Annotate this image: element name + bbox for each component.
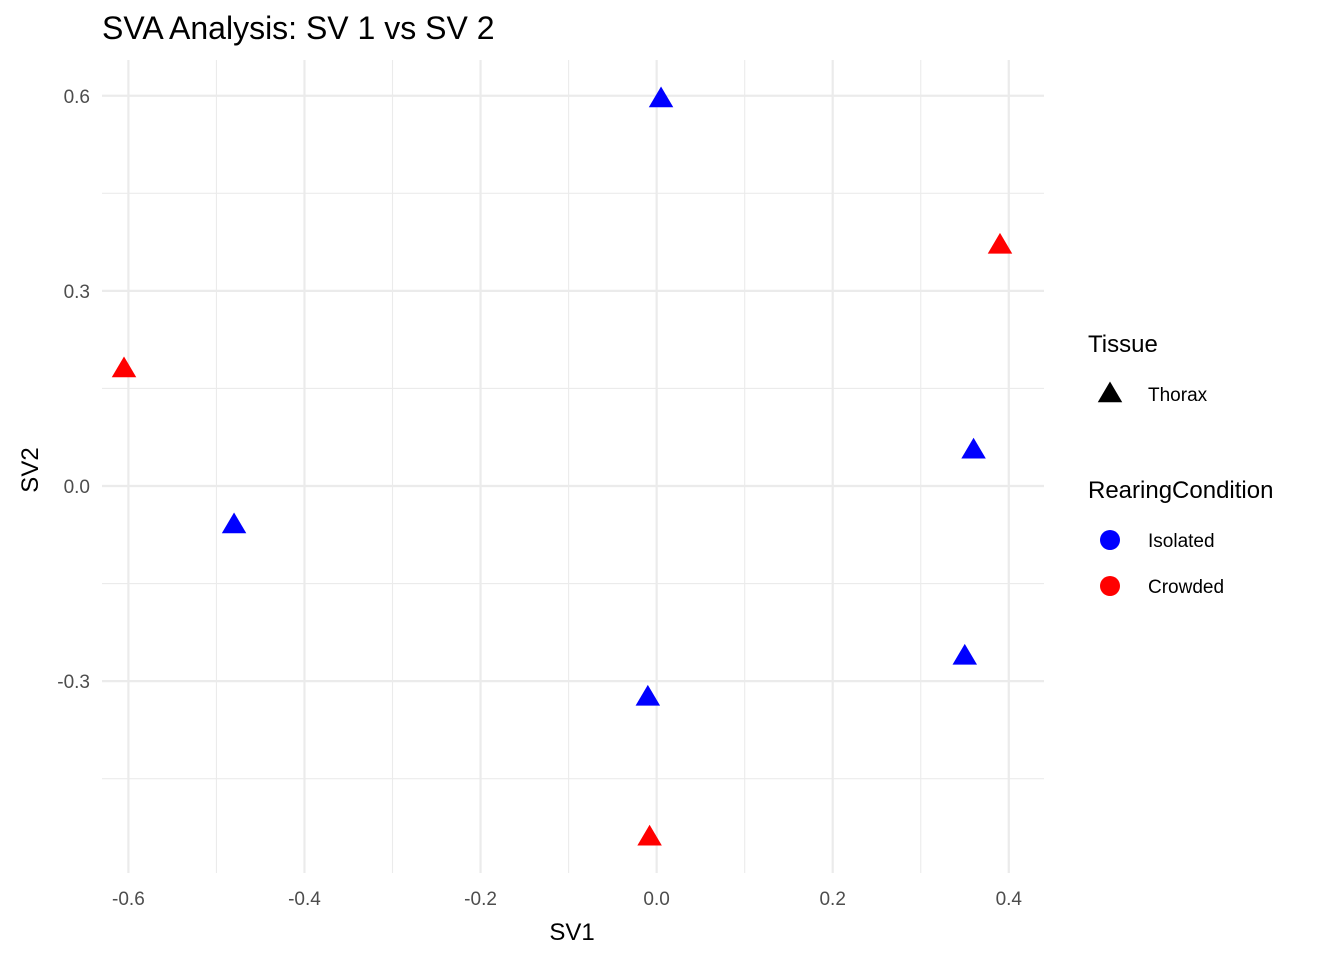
data-point-isolated [635, 684, 661, 706]
chart-title: SVA Analysis: SV 1 vs SV 2 [102, 10, 494, 46]
legend-label: Isolated [1148, 531, 1215, 552]
data-point-isolated [952, 643, 978, 665]
legend: Tissue Thorax RearingCondition Isolated Crow… [1088, 331, 1273, 598]
legend-label: Thorax [1148, 385, 1208, 406]
x-tick-label: -0.6 [112, 889, 145, 910]
legend-key-circle-icon [1100, 530, 1120, 550]
legend-label: Crowded [1148, 577, 1224, 598]
data-points [111, 86, 1013, 846]
x-tick-label: 0.4 [996, 889, 1023, 910]
y-tick-label: -0.3 [57, 672, 90, 693]
legend-key-circle-icon [1100, 576, 1120, 596]
data-point-crowded [637, 824, 662, 846]
x-axis-title: SV1 [549, 919, 594, 946]
legend-title: Tissue [1088, 331, 1158, 358]
x-tick-label: 0.2 [819, 889, 845, 910]
y-tick-label: 0.6 [64, 87, 90, 108]
axis-ticks: -0.6 -0.4 -0.2 0.0 0.2 0.4 -0.3 0.0 0.3 0.6 [57, 87, 1022, 910]
x-tick-label: 0.0 [643, 889, 669, 910]
legend-key-triangle-icon [1097, 381, 1123, 403]
data-point-crowded [987, 232, 1013, 254]
data-point-isolated [221, 512, 247, 534]
y-tick-label: 0.3 [64, 282, 90, 303]
y-axis-title: SV2 [17, 447, 44, 492]
data-point-isolated [648, 86, 674, 108]
data-point-crowded [111, 356, 137, 378]
data-point-isolated [961, 437, 986, 459]
x-tick-label: -0.2 [464, 889, 497, 910]
legend-title: RearingCondition [1088, 477, 1273, 504]
x-tick-label: -0.4 [288, 889, 321, 910]
grid [102, 60, 1044, 873]
y-tick-label: 0.0 [64, 477, 90, 498]
